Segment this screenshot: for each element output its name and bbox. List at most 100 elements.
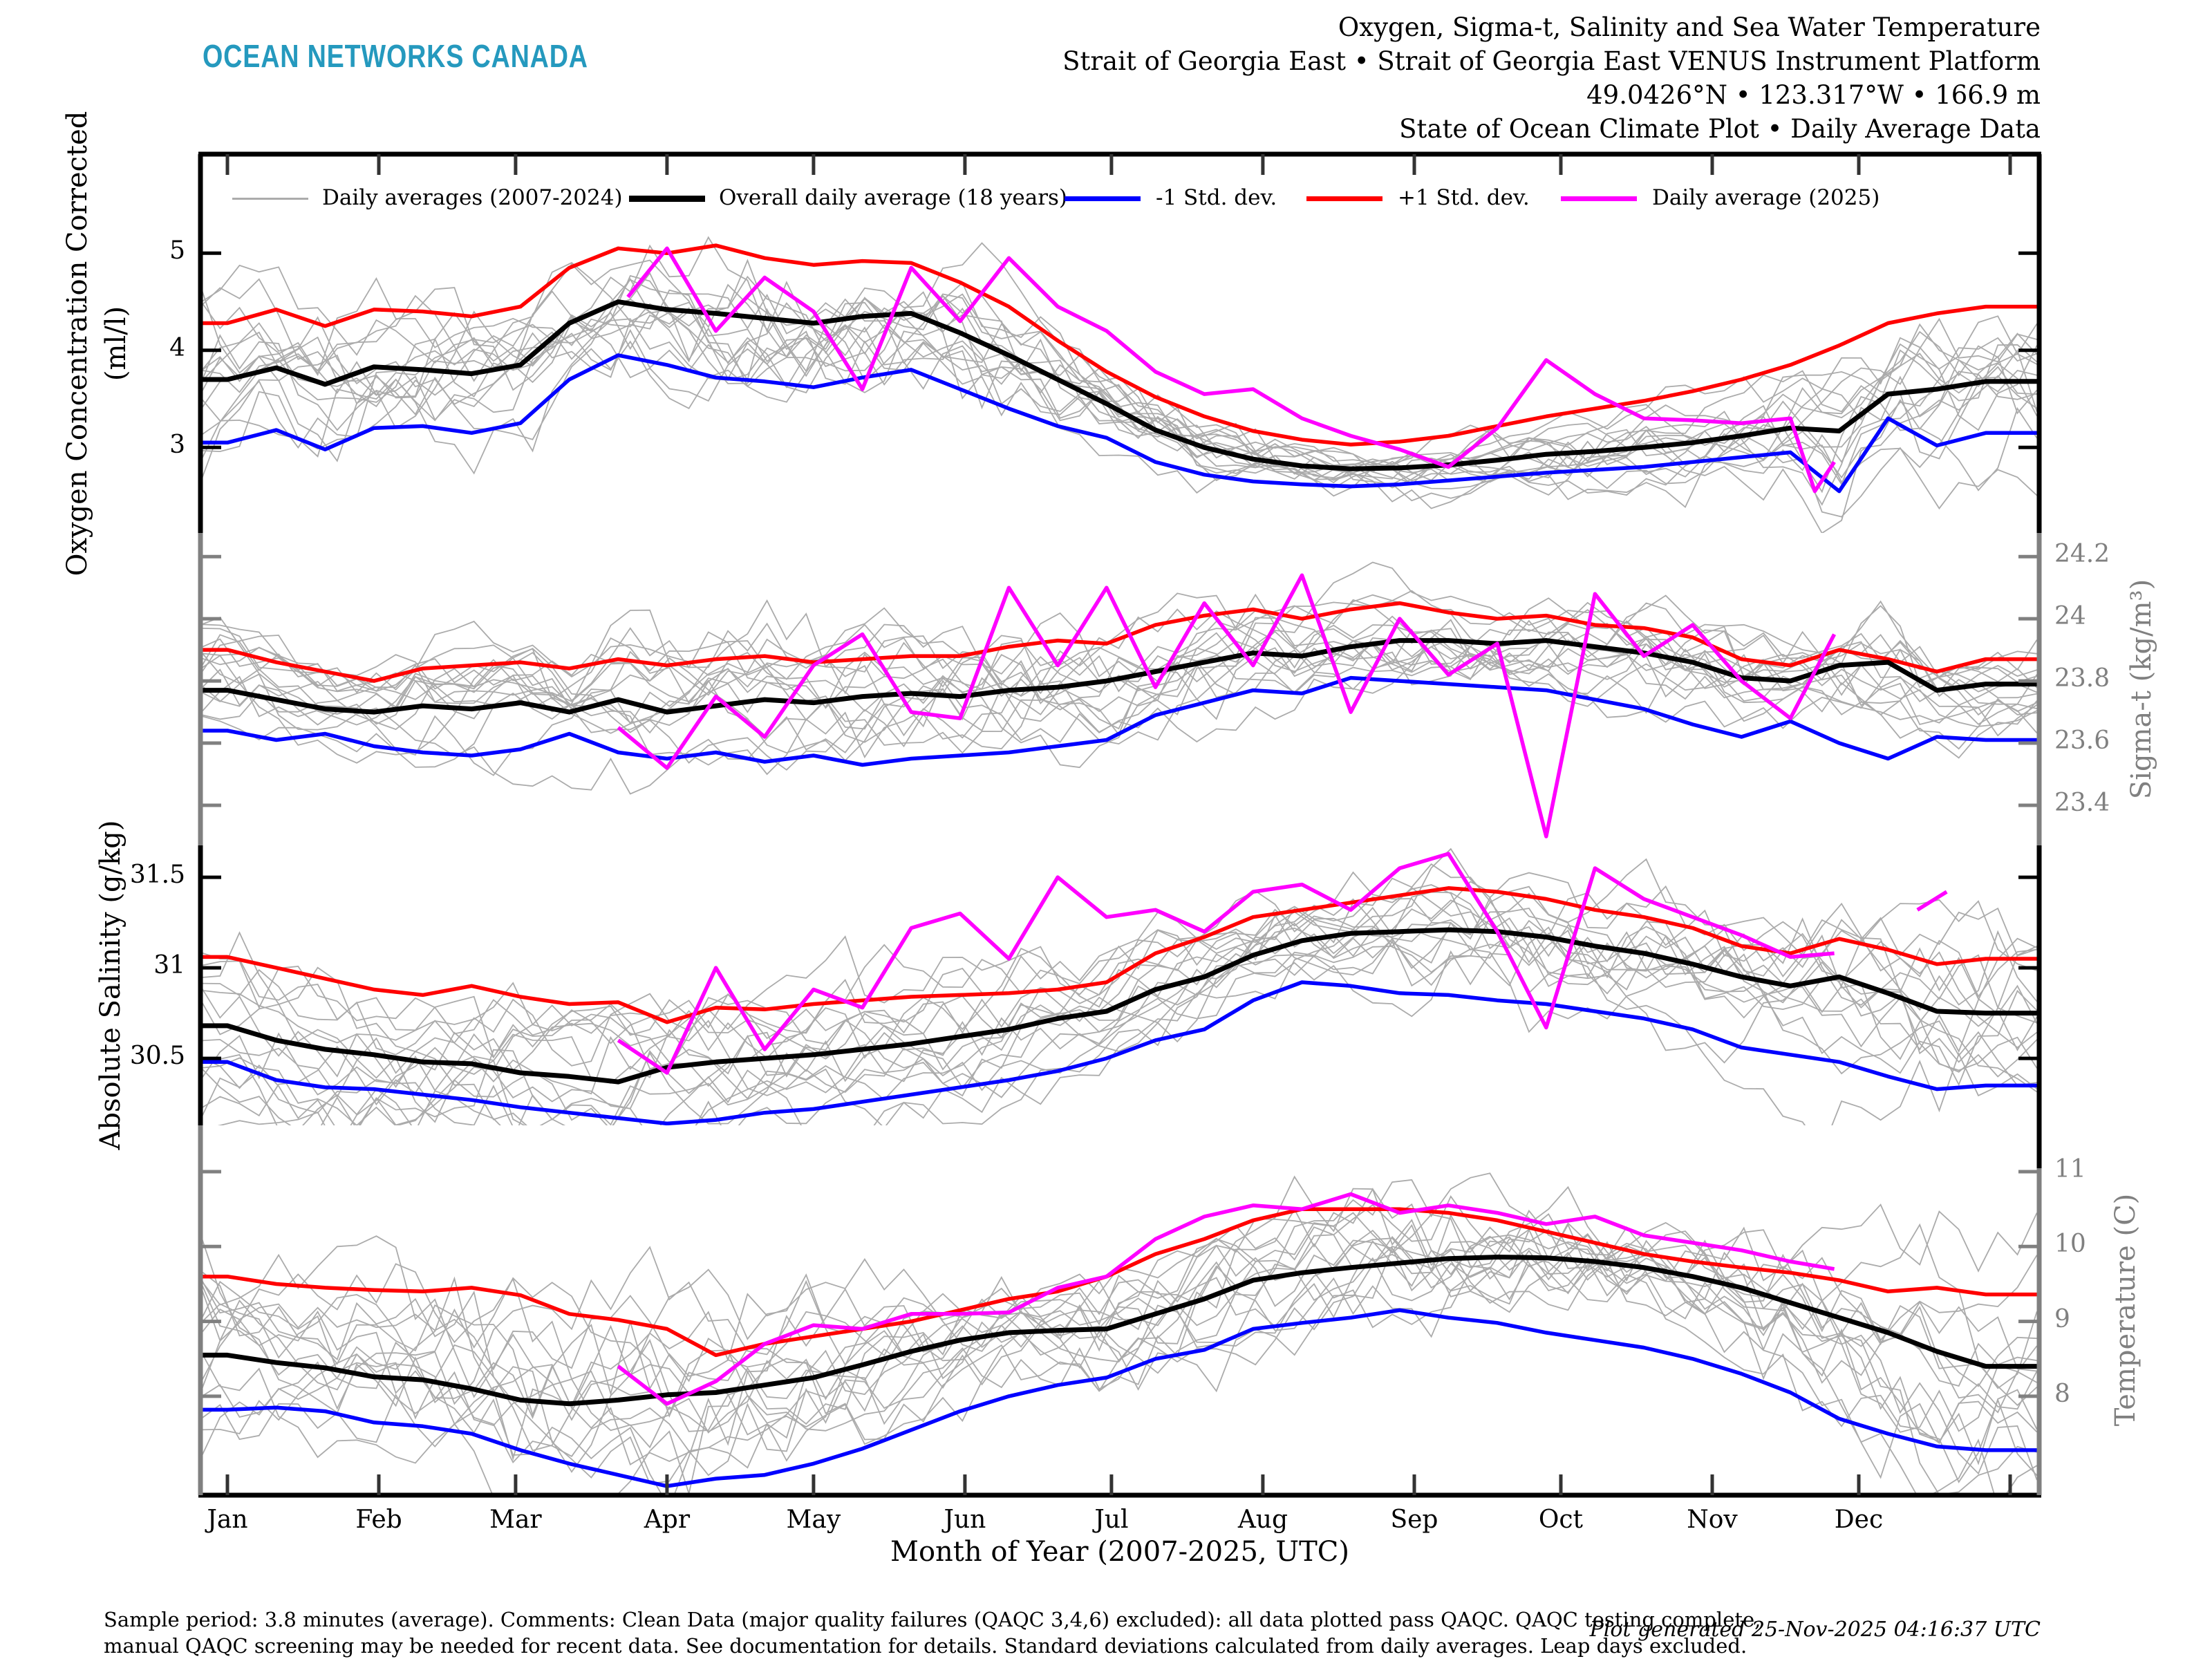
temperature-current_year-line <box>617 1192 1835 1406</box>
legend-label-0: Daily averages (2007-2024) <box>322 185 623 210</box>
ensemble-line <box>200 310 2038 518</box>
sigma-t-tick-label: 24.2 <box>2054 540 2110 569</box>
temperature-tick-label: 10 <box>2054 1230 2086 1259</box>
ensemble-line <box>200 272 2037 509</box>
footer-comments-line-1: Sample period: 3.8 minutes (average). Co… <box>104 1608 1761 1631</box>
salinity-minus_std-line <box>200 980 2039 1125</box>
sigma-t-minus_std-line <box>200 675 2039 767</box>
temperature-mean-line <box>200 1255 2039 1407</box>
ensemble-line <box>200 264 2038 496</box>
ensemble-line <box>200 590 2038 776</box>
oxygen-tick-label: 3 <box>169 431 185 460</box>
ensemble-line <box>200 1185 2038 1445</box>
oxygen-current_year-line <box>626 246 1836 494</box>
legend-swatch-3 <box>1306 196 1382 201</box>
footer-comments-line-2: manual QAQC screening may be needed for … <box>104 1634 1747 1658</box>
panel-sigma-t <box>200 561 2039 838</box>
ensemble-line <box>200 891 2038 1087</box>
month-label-dec: Dec <box>1834 1506 1884 1534</box>
temperature-tick-label: 11 <box>2054 1155 2086 1184</box>
temperature-tick-label: 9 <box>2054 1304 2070 1333</box>
month-label-apr: Apr <box>644 1506 691 1534</box>
ensemble-line <box>200 896 2038 1125</box>
ensemble-line <box>200 599 2038 769</box>
ensemble-line <box>200 1175 2037 1495</box>
ensemble-line <box>200 259 2038 494</box>
ocean-networks-canada-logo: OCEAN NETWORKS CANADA <box>203 38 588 74</box>
y-axis-title-3: Absolute Salinity (g/kg) <box>95 820 126 1150</box>
ensemble-line <box>200 858 2037 1125</box>
ensemble-line <box>200 926 2038 1125</box>
ensemble-line <box>200 236 2038 475</box>
salinity-current_year-line <box>617 852 1835 1075</box>
plot-title-line-2: Strait of Georgia East • Strait of Georg… <box>1062 46 2041 76</box>
plot-title-line-3: 49.0426°N • 123.317°W • 166.9 m <box>1586 80 2041 110</box>
ensemble-line <box>200 561 2038 733</box>
month-label-jan: Jan <box>207 1506 248 1534</box>
panel-salinity <box>200 847 2039 1125</box>
plot-title-line-4: State of Ocean Climate Plot • Daily Aver… <box>1399 114 2041 144</box>
y-axis-title-1: (ml/l) <box>100 306 132 382</box>
salinity-tick-label: 31 <box>153 951 185 980</box>
legend-swatch-1 <box>629 195 705 202</box>
temperature-tick-label: 8 <box>2054 1379 2070 1408</box>
temperature-minus_std-line <box>200 1308 2039 1488</box>
ensemble-line <box>200 641 2038 730</box>
ensemble-line <box>200 1246 2038 1485</box>
ensemble-line <box>200 594 2038 776</box>
plot-title-line-1: Oxygen, Sigma-t, Salinity and Sea Water … <box>1338 12 2041 42</box>
y-axis-title-2: Sigma-t (kg/m³) <box>2126 579 2157 800</box>
ensemble-line <box>200 1213 2038 1495</box>
ensemble-line <box>200 917 2037 1125</box>
ensemble-line <box>200 899 2038 1117</box>
ensemble-line <box>200 1188 2038 1389</box>
sigma-t-plus_std-line <box>200 601 2039 683</box>
legend-swatch-4 <box>1561 196 1637 201</box>
ensemble-line <box>200 262 2037 509</box>
month-label-aug: Aug <box>1237 1506 1288 1534</box>
sigma-t-tick-label: 24 <box>2054 602 2086 631</box>
ensemble-line <box>200 898 2038 1109</box>
legend-label-2: -1 Std. dev. <box>1156 185 1277 210</box>
sigma-t-current_year-line <box>617 573 1837 838</box>
ensemble-line <box>200 847 2038 1096</box>
oxygen-tick-label: 5 <box>169 236 185 265</box>
month-label-nov: Nov <box>1687 1506 1738 1534</box>
month-label-mar: Mar <box>489 1506 542 1534</box>
ensemble-line <box>200 1234 2037 1464</box>
ensemble-line <box>200 935 2037 1098</box>
ensemble-line <box>200 608 2037 762</box>
axes <box>198 151 2042 1498</box>
oxygen-minus_std-line <box>200 353 2039 494</box>
month-label-feb: Feb <box>355 1506 402 1534</box>
month-label-oct: Oct <box>1538 1506 1584 1534</box>
sigma-t-tick-label: 23.8 <box>2054 664 2110 693</box>
ensemble-line <box>200 863 2037 1125</box>
ensemble-line <box>200 1228 2038 1481</box>
y-axis-title-4: Temperature (C) <box>2110 1193 2141 1427</box>
panel-temperature <box>200 1172 2039 1495</box>
ensemble-line <box>200 294 2038 483</box>
oxygen-tick-label: 4 <box>169 333 185 362</box>
panel-oxygen <box>200 236 2039 533</box>
month-label-may: May <box>786 1506 841 1534</box>
oxygen-mean-line <box>200 299 2039 471</box>
ensemble-line <box>200 1172 2038 1495</box>
legend-label-4: Daily average (2025) <box>1652 185 1880 210</box>
salinity-current_year-line <box>1916 890 1948 912</box>
ensemble-line <box>200 1195 2038 1464</box>
legend-swatch-0 <box>232 197 308 200</box>
legend-label-1: Overall daily average (18 years) <box>719 185 1068 210</box>
month-label-jul: Jul <box>1094 1506 1129 1534</box>
legend-label-3: +1 Std. dev. <box>1398 185 1530 210</box>
ensemble-line <box>200 302 2037 502</box>
oxygen-plus_std-line <box>200 243 2039 447</box>
month-label-sep: Sep <box>1390 1506 1438 1534</box>
ensemble-line <box>200 892 2038 1096</box>
salinity-tick-label: 30.5 <box>129 1042 185 1071</box>
ensemble-line <box>200 908 2038 1125</box>
sigma-t-tick-label: 23.4 <box>2054 788 2110 817</box>
ensemble-line <box>200 278 2038 497</box>
